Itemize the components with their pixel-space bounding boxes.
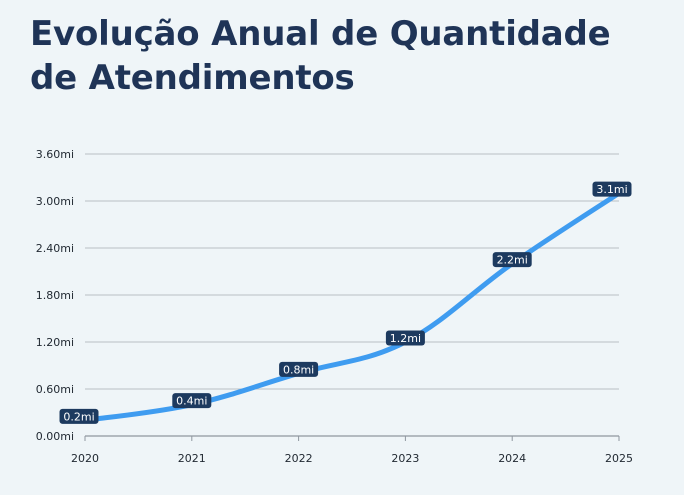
y-tick-label: 1.20mi [36,336,74,349]
data-label-text: 1.2mi [390,332,421,345]
data-label-bg [59,408,99,424]
y-tick-label: 1.80mi [36,289,74,302]
y-axis-tick-labels: 0.00mi 0.60mi 1.20mi 1.80mi 2.40mi 3.00mi 3.60… [36,148,74,443]
y-tick-label: 2.40mi [36,242,74,255]
data-label-text: 2.2mi [497,254,528,267]
data-label: 2.2mi [492,252,532,268]
x-tick-label: 2023 [391,452,419,465]
y-tick-label: 3.60mi [36,148,74,161]
x-tick-label: 2025 [605,452,633,465]
y-tick-label: 0.60mi [36,383,74,396]
y-tick-label: 0.00mi [36,430,74,443]
data-label: 3.1mi [592,181,632,197]
series-line [82,190,622,423]
x-tick-label: 2024 [498,452,526,465]
data-labels: 0.2mi 0.4mi 0.8mi 1.2mi 2.2mi 3.1mi [59,181,632,424]
series-layer [82,190,622,423]
data-label: 0.2mi [59,408,99,424]
data-label: 0.4mi [172,393,212,409]
data-label-text: 0.2mi [63,410,94,423]
data-label: 0.8mi [279,361,319,377]
x-axis [84,435,620,441]
data-label: 1.2mi [385,330,425,346]
data-label-text: 0.8mi [283,363,314,376]
x-tick-label: 2021 [178,452,206,465]
data-label-bg [592,181,632,197]
data-label-bg [385,330,425,346]
x-tick-label: 2020 [71,452,99,465]
y-tick-label: 3.00mi [36,195,74,208]
grid-lines [85,153,619,390]
data-label-text: 3.1mi [596,183,627,196]
data-label-bg [492,252,532,268]
x-axis-tick-labels: 2020 2021 2022 2023 2024 2025 [71,452,633,465]
data-label-bg [172,393,212,409]
data-label-text: 0.4mi [176,395,207,408]
chart-title: Evolução Anual de Quantidade de Atendime… [30,14,611,98]
x-tick-label: 2022 [285,452,313,465]
data-label-bg [279,361,319,377]
